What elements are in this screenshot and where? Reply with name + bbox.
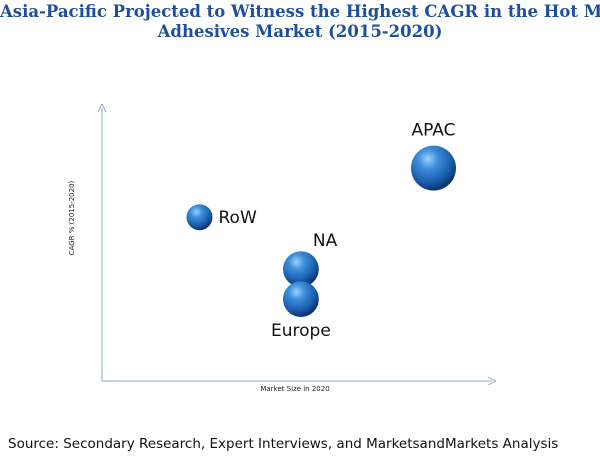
bubble-layer: RoW NA Europe APAC (186, 121, 456, 341)
source-note: Source: Secondary Research, Expert Inter… (8, 436, 559, 452)
bubble-label-europe: Europe (271, 321, 331, 341)
bubble-na (283, 251, 319, 287)
bubble-label-na: NA (313, 231, 338, 251)
bubble-europe (283, 281, 319, 317)
chart-title-line-2: Adhesives Market (2015-2020) (157, 22, 443, 41)
y-axis-label: CAGR % (2015-2020) (68, 180, 76, 255)
chart-title-line-1: Asia-Pacific Projected to Witness the Hi… (0, 2, 600, 21)
chart-title: Asia-Pacific Projected to Witness the Hi… (0, 2, 600, 42)
bubble-row (186, 204, 213, 231)
bubble-label-apac: APAC (412, 121, 456, 141)
bubble-label-row: RoW (219, 208, 257, 228)
x-axis-label: Market Size in 2020 (260, 385, 329, 393)
bubble-apac (411, 145, 456, 191)
